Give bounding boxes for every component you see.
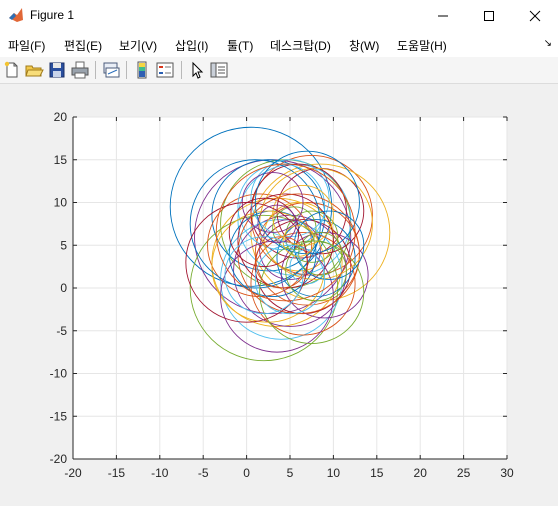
matlab-logo-icon [8,7,24,23]
link-plot-button[interactable] [101,60,121,80]
legend-button[interactable] [155,60,175,80]
circle-series-line [189,159,321,289]
close-icon [529,10,541,21]
circles-layer [169,126,391,362]
menu-overflow-icon[interactable]: ↘ [543,38,552,49]
property-editor-icon [210,62,228,78]
toolbar-separator [95,61,96,79]
circle-series-line [285,240,347,302]
circle-series-line [189,214,339,362]
y-tick-label: 20 [54,110,68,124]
close-button[interactable] [512,0,558,31]
x-tick-label: 30 [500,466,514,480]
circle-series-line [272,184,334,246]
colorbar-button[interactable] [132,60,152,80]
legend-icon [156,62,174,78]
property-editor-button[interactable] [209,60,229,80]
save-button[interactable] [47,60,67,80]
menu-bar: 파일(F) 편집(E) 보기(V) 삽입(I) 툴(T) 데스크탑(D) 창(W… [0,31,558,57]
open-file-button[interactable] [24,60,44,80]
minimize-button[interactable] [420,0,466,31]
circle-series-line [215,163,356,302]
menu-edit[interactable]: 편집(E) [64,39,103,53]
window-titlebar: Figure 1 [0,0,558,31]
x-tick-label: 0 [243,466,250,480]
y-tick-label: 15 [54,153,68,167]
menu-window[interactable]: 창(W) [349,39,380,53]
y-tick-label: -20 [50,452,68,466]
y-tick-label: 10 [54,196,68,210]
axes-layer: -20 -15 -10 -5 0 5 10 15 20 25 30 -20 -15 -10 -5 0 5 10 15… [50,110,514,480]
x-tick-label: 20 [414,466,428,480]
x-tick-label: -20 [64,466,82,480]
maximize-icon [484,10,494,21]
save-icon [49,62,65,78]
toolbar-separator [181,61,182,79]
y-tick-label: -5 [56,324,67,338]
menu-file[interactable]: 파일(F) [8,39,46,53]
y-tick-label: 0 [60,281,67,295]
y-tick-label: 5 [60,238,67,252]
window-title: Figure 1 [30,8,75,22]
toolbar-separator [126,61,127,79]
figure-canvas: -20 -15 -10 -5 0 5 10 15 20 25 30 -20 -15 -10 -5 0 5 10 15… [0,84,558,506]
circle-series-line [224,236,304,315]
x-tick-label: 15 [370,466,384,480]
new-figure-icon [4,61,18,78]
circle-series-line [250,231,356,336]
x-tick-label: 10 [327,466,341,480]
menu-insert[interactable]: 삽입(I) [175,39,209,53]
circle-series-line [228,197,300,268]
y-tick-label: -10 [50,367,68,381]
maximize-button[interactable] [466,0,512,31]
x-tick-label: -15 [108,466,126,480]
new-figure-button[interactable] [2,60,22,80]
print-icon [71,61,89,79]
x-tick-label: -10 [151,466,169,480]
circle-series-line [254,244,326,315]
print-button[interactable] [70,60,90,80]
circle-series-line [250,159,330,238]
x-tick-label: 25 [457,466,471,480]
open-file-icon [25,65,44,77]
menu-view[interactable]: 보기(V) [119,39,158,53]
circle-series-line [185,202,308,323]
plot-canvas[interactable]: -20 -15 -10 -5 0 5 10 15 20 25 30 -20 -15 -10 -5 0 5 10 15… [0,84,558,506]
x-tick-label: -5 [198,466,209,480]
circle-series-line [259,219,321,280]
colorbar-icon [137,61,147,79]
pointer-icon [192,61,204,79]
circle-series-line [237,193,360,315]
menu-help[interactable]: 도움말(H) [397,39,447,53]
minimize-icon [438,15,448,16]
circle-series-line [220,240,334,353]
menu-tools[interactable]: 툴(T) [227,39,254,53]
y-tick-label: -15 [50,409,68,423]
circle-series-line [257,204,297,244]
menu-desktop[interactable]: 데스크탑(D) [270,39,331,53]
link-plot-icon [103,62,120,78]
circle-series-line [298,231,343,276]
figure-toolbar [0,57,558,84]
x-tick-label: 5 [287,466,294,480]
pointer-button[interactable] [187,60,207,80]
